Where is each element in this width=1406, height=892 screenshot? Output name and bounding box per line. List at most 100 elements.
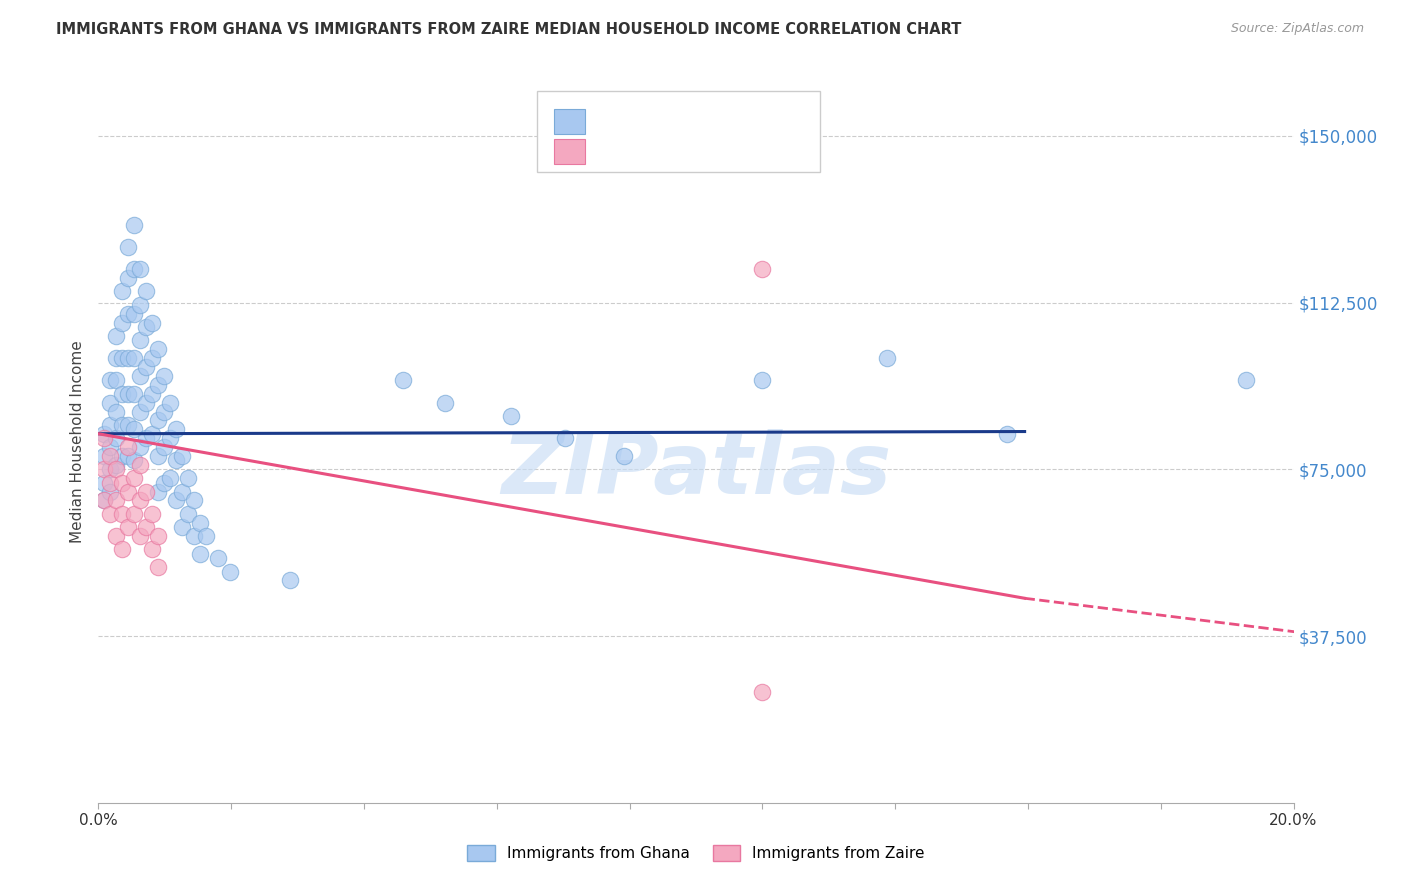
Point xyxy=(159,471,181,485)
Point xyxy=(153,368,176,383)
Point xyxy=(111,316,134,330)
Y-axis label: Median Household Income: Median Household Income xyxy=(69,340,84,543)
Point xyxy=(105,529,128,543)
Point xyxy=(93,449,115,463)
Point xyxy=(165,493,187,508)
Point xyxy=(159,431,181,445)
Point xyxy=(141,351,163,366)
Text: R =: R = xyxy=(595,110,628,125)
Point xyxy=(135,395,157,409)
Text: N =: N = xyxy=(690,140,734,155)
Point xyxy=(124,262,146,277)
Point xyxy=(177,507,200,521)
Point xyxy=(117,351,139,366)
Point xyxy=(124,351,146,366)
Point xyxy=(105,462,128,476)
Point xyxy=(117,271,139,285)
Point xyxy=(148,413,170,427)
Point xyxy=(141,542,163,557)
Point xyxy=(93,462,115,476)
Point xyxy=(129,458,152,472)
Text: 0.005: 0.005 xyxy=(634,110,682,125)
Point xyxy=(172,449,194,463)
Point xyxy=(124,307,146,321)
Point xyxy=(172,520,194,534)
Point xyxy=(434,395,457,409)
Point xyxy=(141,316,163,330)
Point xyxy=(1234,373,1257,387)
Point xyxy=(124,422,146,436)
Point xyxy=(183,493,205,508)
Point xyxy=(751,262,773,277)
Text: 28: 28 xyxy=(731,140,752,155)
Point xyxy=(124,386,146,401)
Point xyxy=(148,529,170,543)
Point xyxy=(105,493,128,508)
Point xyxy=(111,449,134,463)
Point xyxy=(124,218,146,232)
Point xyxy=(129,298,152,312)
Point xyxy=(183,529,205,543)
Point xyxy=(129,529,152,543)
Point xyxy=(98,395,122,409)
Point xyxy=(392,373,415,387)
Point xyxy=(93,431,115,445)
Point xyxy=(129,493,152,508)
Point xyxy=(98,462,122,476)
Point xyxy=(111,507,134,521)
Point xyxy=(117,484,139,499)
Point xyxy=(124,507,146,521)
Point xyxy=(111,285,134,299)
Point xyxy=(117,307,139,321)
Point xyxy=(105,329,128,343)
Point xyxy=(98,449,122,463)
Point xyxy=(165,422,187,436)
Point xyxy=(129,368,152,383)
Point xyxy=(751,684,773,698)
Point xyxy=(159,395,181,409)
Point xyxy=(117,240,139,254)
Point xyxy=(141,426,163,441)
Point xyxy=(124,453,146,467)
Point xyxy=(129,404,152,418)
Point xyxy=(876,351,898,366)
Text: Source: ZipAtlas.com: Source: ZipAtlas.com xyxy=(1230,22,1364,36)
Point xyxy=(148,343,170,357)
Point xyxy=(93,493,115,508)
Point xyxy=(111,351,134,366)
Point xyxy=(93,493,115,508)
Point xyxy=(172,484,194,499)
Point xyxy=(124,471,146,485)
Point xyxy=(153,475,176,490)
Point xyxy=(153,404,176,418)
Text: 95: 95 xyxy=(731,110,752,125)
Point xyxy=(995,426,1018,441)
Point xyxy=(98,475,122,490)
Point xyxy=(98,507,122,521)
Point xyxy=(117,520,139,534)
Point xyxy=(111,542,134,557)
Point xyxy=(93,475,115,490)
Text: R =: R = xyxy=(595,140,628,155)
Point xyxy=(117,417,139,432)
Point xyxy=(195,529,218,543)
Point xyxy=(105,373,128,387)
Point xyxy=(165,453,187,467)
Point xyxy=(751,373,773,387)
Point xyxy=(188,516,211,530)
Point xyxy=(219,565,242,579)
Point xyxy=(135,484,157,499)
Point xyxy=(148,484,170,499)
Point xyxy=(135,520,157,534)
Point xyxy=(105,404,128,418)
Point xyxy=(105,431,128,445)
Text: IMMIGRANTS FROM GHANA VS IMMIGRANTS FROM ZAIRE MEDIAN HOUSEHOLD INCOME CORRELATI: IMMIGRANTS FROM GHANA VS IMMIGRANTS FROM… xyxy=(56,22,962,37)
Point xyxy=(98,417,122,432)
Point xyxy=(141,507,163,521)
Point xyxy=(105,458,128,472)
Point xyxy=(98,440,122,454)
Point xyxy=(129,440,152,454)
Point xyxy=(129,334,152,348)
Point xyxy=(278,574,301,588)
Point xyxy=(148,560,170,574)
